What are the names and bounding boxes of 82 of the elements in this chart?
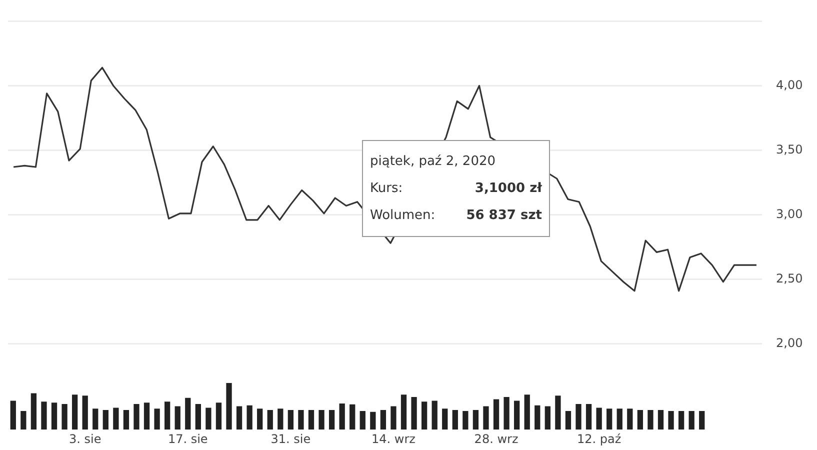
bar: [82, 396, 88, 430]
bar: [370, 412, 376, 430]
bar: [257, 408, 263, 430]
bar: [185, 398, 191, 430]
bar: [504, 396, 510, 430]
bar: [298, 410, 304, 430]
bar: [62, 404, 68, 430]
bar: [514, 400, 520, 430]
bar: [606, 408, 612, 430]
bar: [576, 404, 582, 430]
bar: [267, 410, 273, 430]
bar: [699, 410, 705, 430]
bar: [586, 404, 592, 430]
bar: [350, 404, 356, 430]
y-tick-label: 2,50: [776, 271, 803, 286]
bar: [226, 383, 232, 430]
bar: [236, 406, 242, 430]
x-tick-label: 14. wrz: [372, 432, 416, 446]
x-tick-label: 28. wrz: [474, 432, 518, 446]
bar: [360, 410, 366, 430]
x-tick-label: 12. paź: [576, 432, 622, 446]
bar: [596, 408, 602, 430]
bar: [154, 408, 160, 430]
bar: [411, 396, 417, 430]
bar: [524, 394, 530, 430]
bar: [390, 406, 396, 430]
bar: [328, 410, 335, 430]
bar: [216, 402, 222, 430]
bar: [113, 408, 119, 430]
y-tick-label: 3,50: [776, 142, 803, 156]
bar: [452, 410, 458, 430]
x-tick-label: 17. sie: [168, 432, 208, 446]
y-tick-label: 3,00: [776, 206, 803, 221]
bar: [308, 410, 314, 430]
bar: [688, 410, 694, 430]
x-tick-label: 31. sie: [270, 432, 311, 446]
bar: [483, 406, 489, 430]
y-tick-label: 4,00: [776, 78, 803, 92]
bar: [648, 410, 654, 430]
bar: [174, 406, 180, 430]
bar: [668, 410, 674, 430]
y-tick-label: 2,00: [776, 336, 803, 350]
bar: [462, 410, 468, 430]
bar: [20, 410, 26, 430]
bar: [637, 410, 644, 430]
bar: [472, 410, 479, 430]
bar: [30, 393, 37, 430]
bar: [627, 408, 633, 430]
bar: [206, 408, 212, 430]
bar: [41, 402, 47, 430]
bar: [544, 406, 550, 430]
bar: [134, 404, 140, 430]
bar: [318, 410, 324, 430]
bar: [195, 404, 201, 430]
bar: [10, 400, 16, 430]
bar: [555, 396, 561, 430]
bar: [144, 402, 150, 430]
bar: [123, 410, 130, 430]
bar: [339, 404, 345, 430]
x-tick-label: 3. sie: [68, 432, 102, 446]
bar: [380, 410, 386, 430]
bar: [288, 410, 294, 430]
bar: [164, 402, 170, 430]
bar: [421, 402, 428, 430]
bar: [102, 410, 108, 430]
bar: [278, 408, 284, 430]
text: Kurs: 3,1000 zł: [370, 181, 542, 196]
bar: [616, 408, 622, 430]
bar: [442, 408, 448, 430]
bar: [565, 410, 572, 430]
bar: [72, 394, 78, 430]
bar: [51, 402, 58, 430]
text: Wolumen: 56 837 szt: [370, 208, 542, 223]
bar: [534, 405, 540, 430]
bar: [658, 410, 664, 430]
annotation: piątek, paź 2, 2020: [370, 153, 497, 171]
bar: [246, 405, 252, 430]
bar: [493, 399, 500, 430]
bar: [678, 410, 684, 430]
bar: [92, 408, 98, 430]
bar: [432, 400, 438, 430]
bar: [400, 394, 407, 430]
